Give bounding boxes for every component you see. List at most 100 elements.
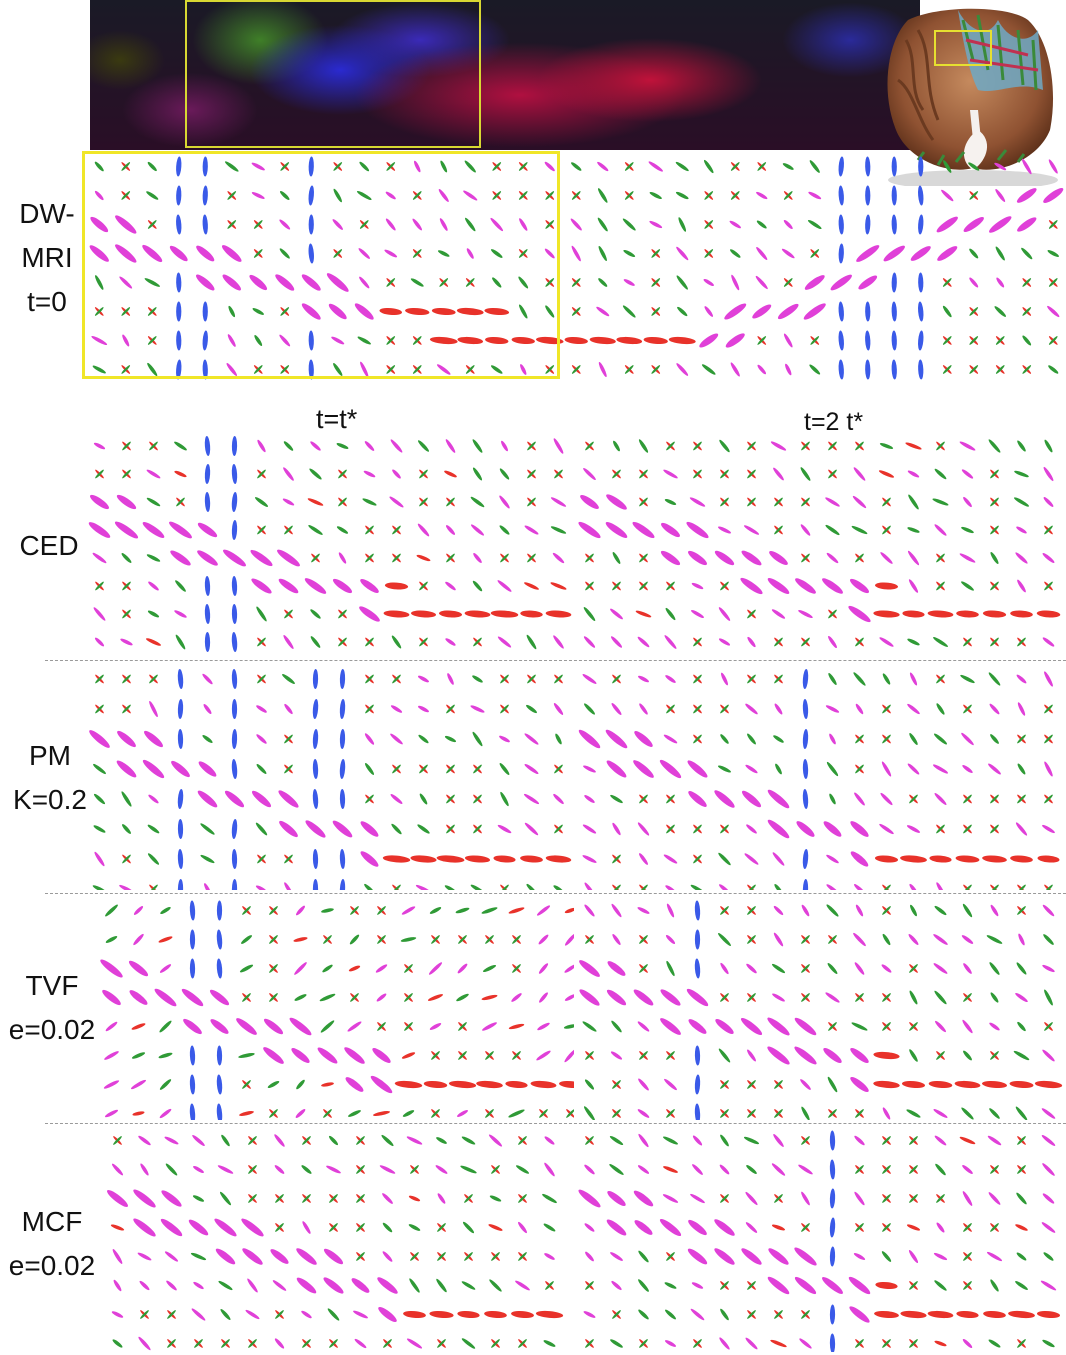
tensor-glyph — [688, 791, 707, 807]
tensor-glyph — [902, 610, 925, 618]
tensor-glyph — [584, 795, 595, 803]
tensor-glyph — [596, 306, 610, 317]
tensor-glyph — [231, 492, 238, 512]
tensor-glyph — [446, 704, 455, 714]
tensor-glyph — [715, 1019, 734, 1034]
tensor-glyph — [406, 1136, 423, 1145]
tensor-glyph — [1016, 962, 1027, 975]
tensor-glyph — [612, 822, 621, 836]
tensor-glyph — [829, 733, 836, 745]
tensor-glyph — [934, 1280, 947, 1291]
tensor-glyph — [257, 439, 266, 453]
tensor-glyph — [322, 964, 333, 973]
tensor-glyph — [526, 704, 537, 714]
tensor-glyph — [882, 1339, 891, 1348]
tensor-glyph — [147, 161, 157, 172]
tensor-glyph — [414, 160, 421, 173]
tensor-glyph — [909, 990, 918, 1005]
tensor-glyph — [745, 1222, 758, 1233]
tensor-glyph — [323, 1109, 332, 1118]
tensor-glyph — [472, 467, 483, 481]
tensor-glyph — [720, 734, 729, 744]
tensor-glyph — [539, 1109, 548, 1118]
tensor-glyph — [526, 883, 537, 890]
tensor-glyph — [767, 789, 790, 809]
tensor-glyph — [828, 1022, 837, 1031]
tensor-glyph — [520, 855, 543, 863]
tensor-glyph — [104, 1109, 119, 1118]
tensor-glyph — [326, 1165, 341, 1174]
tensor-glyph — [827, 1076, 838, 1093]
tensor-glyph — [665, 675, 676, 683]
tensor-glyph — [855, 1109, 864, 1118]
tensor-glyph — [720, 1109, 729, 1118]
tensor-glyph — [406, 1338, 423, 1349]
tensor-glyph — [538, 934, 549, 945]
tensor-glyph — [756, 247, 768, 260]
tensor-glyph — [147, 336, 157, 345]
tensor-glyph — [583, 636, 596, 648]
tensor-glyph — [1048, 159, 1058, 174]
tensor-glyph — [694, 1045, 701, 1066]
tensor-glyph — [962, 1338, 973, 1349]
tensor-glyph — [308, 185, 314, 206]
tensor-glyph — [1042, 553, 1055, 563]
tensor-glyph — [284, 703, 293, 715]
tensor-glyph — [934, 905, 947, 916]
tensor-glyph — [149, 700, 158, 718]
tensor-glyph — [327, 1308, 340, 1321]
tensor-glyph — [508, 1109, 525, 1118]
tensor-glyph — [390, 794, 403, 804]
tensor-glyph — [1043, 466, 1054, 482]
tensor-glyph — [539, 992, 548, 1003]
tensor-glyph — [606, 760, 627, 778]
tensor-glyph — [473, 824, 482, 834]
tensor-glyph — [1017, 579, 1026, 593]
tensor-glyph — [745, 703, 758, 715]
tensor-glyph — [280, 307, 290, 316]
tensor-glyph — [499, 468, 510, 480]
tensor-glyph — [882, 993, 891, 1002]
tensor-glyph — [1042, 904, 1055, 917]
tensor-glyph — [112, 1339, 123, 1348]
tensor-glyph — [365, 553, 374, 563]
tensor-glyph — [720, 993, 729, 1002]
tensor-glyph — [545, 191, 555, 200]
tensor-glyph — [995, 336, 1005, 345]
tensor-glyph — [1016, 1192, 1027, 1205]
tensor-glyph — [802, 789, 809, 809]
tensor-glyph — [524, 822, 539, 836]
tensor-glyph — [612, 1080, 621, 1089]
tensor-glyph — [113, 1136, 122, 1145]
tensor-glyph — [882, 906, 891, 915]
tensor-glyph — [622, 305, 636, 318]
tensor-glyph — [639, 1339, 648, 1348]
tensor-glyph — [963, 794, 972, 804]
tensor-glyph — [571, 278, 581, 287]
tensor-glyph — [1017, 702, 1026, 716]
tensor-glyph — [354, 303, 374, 320]
tensor-glyph — [745, 1191, 758, 1206]
tensor-glyph — [383, 1339, 392, 1348]
tensor-glyph — [491, 1252, 500, 1261]
tensor-glyph — [312, 669, 319, 689]
tensor-glyph — [176, 156, 182, 177]
tensor-glyph — [666, 1109, 675, 1118]
tensor-glyph — [470, 884, 485, 890]
tensor-glyph — [798, 1164, 813, 1175]
tensor-glyph — [554, 764, 563, 774]
tensor-glyph — [809, 160, 820, 173]
tensor-glyph — [227, 191, 237, 200]
tensor-glyph — [329, 1223, 338, 1232]
tensor-glyph — [662, 1194, 679, 1203]
tensor-glyph — [149, 674, 158, 684]
tensor-glyph — [445, 525, 456, 535]
tensor-glyph — [612, 934, 621, 945]
tensor-glyph — [756, 191, 768, 200]
tensor-glyph — [526, 634, 537, 650]
tensor-glyph — [545, 610, 572, 618]
tensor-glyph — [550, 582, 567, 590]
tensor-glyph — [854, 1135, 865, 1146]
tensor-glyph — [488, 1224, 503, 1231]
tensor-glyph — [164, 1136, 179, 1145]
